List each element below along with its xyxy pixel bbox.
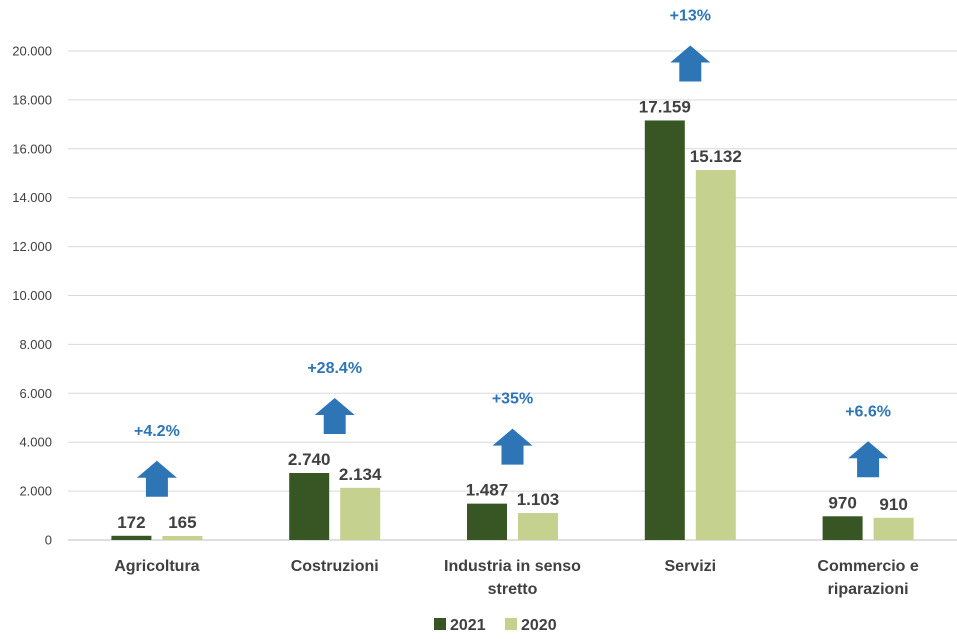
data-label-2021: 1.487 <box>466 481 509 500</box>
x-tick-label: Commercio e <box>817 558 918 575</box>
data-label-2021: 172 <box>117 513 145 532</box>
data-label-2020: 910 <box>879 495 907 514</box>
up-arrow-icon <box>492 428 533 465</box>
x-tick-label: Industria in senso <box>444 558 581 575</box>
x-tick-label: stretto <box>488 581 538 598</box>
y-tick-label: 8.000 <box>19 337 52 352</box>
data-label-2020: 15.132 <box>690 147 742 166</box>
growth-annotation: +28.4% <box>307 360 362 377</box>
bar-2020 <box>695 170 736 541</box>
y-tick-label: 16.000 <box>12 141 52 156</box>
legend-swatch-2020 <box>505 618 517 630</box>
bar-2021 <box>289 473 330 540</box>
x-tick-label: Costruzioni <box>291 558 379 575</box>
x-tick-label: Agricoltura <box>114 558 199 575</box>
y-tick-label: 4.000 <box>19 435 52 450</box>
data-label-2021: 970 <box>828 493 856 512</box>
growth-annotation: +6.6% <box>845 403 891 420</box>
data-label-2021: 2.740 <box>288 450 331 469</box>
growth-annotation: +13% <box>670 7 711 24</box>
y-tick-label: 14.000 <box>12 190 52 205</box>
x-tick-label: riparazioni <box>828 581 909 598</box>
up-arrow-icon <box>848 441 889 478</box>
y-tick-label: 6.000 <box>19 386 52 401</box>
growth-annotation: +4.2% <box>134 423 180 440</box>
bar-2021 <box>467 503 507 540</box>
bar-2021 <box>111 535 152 540</box>
bar-2020 <box>873 517 914 540</box>
up-arrow-icon <box>314 398 355 435</box>
y-tick-label: 20.000 <box>12 44 52 59</box>
bar-2020 <box>518 513 558 540</box>
growth-annotation: +35% <box>492 391 533 408</box>
y-tick-label: 0 <box>45 533 52 548</box>
bar-2020 <box>162 535 203 540</box>
legend-swatch-2021 <box>434 618 446 630</box>
x-tick-label: Servizi <box>665 558 717 575</box>
up-arrow-icon <box>136 460 177 497</box>
data-label-2020: 1.103 <box>517 490 560 509</box>
y-tick-label: 18.000 <box>12 92 52 107</box>
legend-label: 2020 <box>521 617 557 634</box>
legend-label: 2021 <box>450 617 486 634</box>
bar-2021 <box>822 516 863 540</box>
data-label-2020: 165 <box>168 513 196 532</box>
y-tick-label: 12.000 <box>12 239 52 254</box>
data-label-2021: 17.159 <box>639 97 691 116</box>
bar-2021 <box>644 120 685 540</box>
y-tick-label: 10.000 <box>12 288 52 303</box>
up-arrow-icon <box>670 45 711 82</box>
data-label-2020: 2.134 <box>339 465 382 484</box>
y-tick-label: 2.000 <box>19 484 52 499</box>
bar-2020 <box>340 487 381 540</box>
